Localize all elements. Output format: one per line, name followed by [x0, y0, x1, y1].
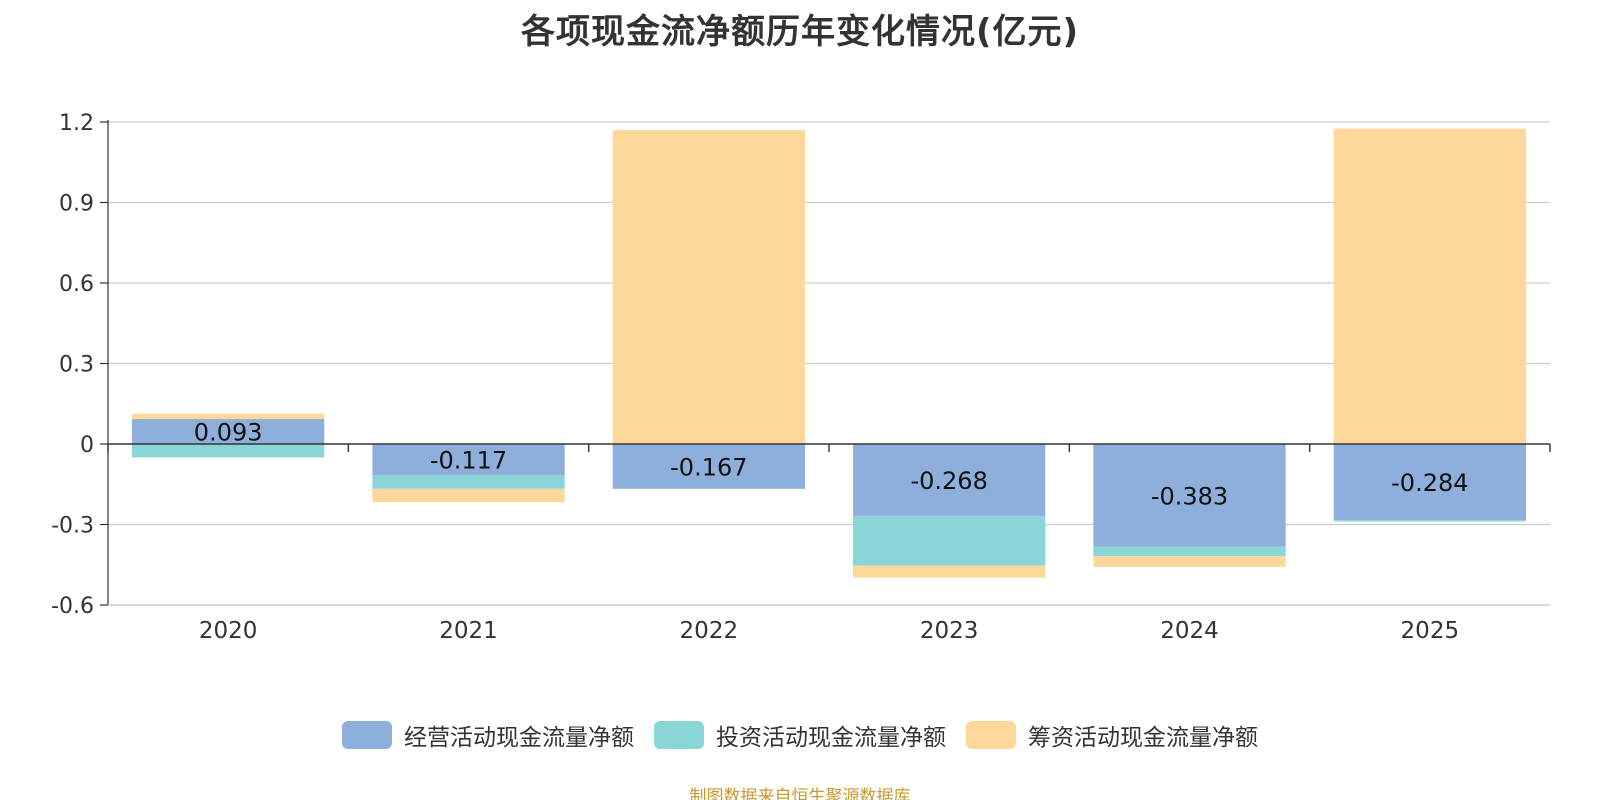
source-note: 制图数据来自恒生聚源数据库: [689, 787, 911, 800]
data-label: -0.284: [1391, 469, 1468, 497]
x-tick-label: 2022: [680, 618, 739, 644]
chart-legend: 经营活动现金流量净额 投资活动现金流量净额 筹资活动现金流量净额: [0, 718, 1600, 752]
bar-series-1[interactable]: [612, 444, 805, 489]
bar-series-2[interactable]: [372, 475, 565, 489]
chart-canvas: -0.6 -0.3 0 0.3 0.6 0.9 1.2 0.093 -0.117 -0.167 -0…: [51, 111, 1551, 644]
y-tick-label: -0.6: [51, 594, 94, 619]
x-tick-label: 2021: [439, 618, 498, 644]
legend-item-series-3[interactable]: 筹资活动现金流量净额: [966, 718, 1258, 752]
data-label: -0.167: [670, 453, 747, 481]
bar-series-3[interactable]: [1093, 556, 1286, 567]
y-tick-label: 0.6: [59, 272, 94, 297]
legend-label: 投资活动现金流量净额: [716, 725, 946, 751]
legend-label: 经营活动现金流量净额: [404, 725, 634, 751]
chart-title: 各项现金流净额历年变化情况(亿元): [520, 12, 1080, 52]
bar-series-2[interactable]: [1333, 520, 1526, 522]
y-tick-label: 1.2: [59, 111, 94, 136]
bar-series-1[interactable]: [853, 444, 1046, 516]
bar-series-3[interactable]: [132, 413, 325, 420]
bar-series-3[interactable]: [1333, 128, 1526, 445]
legend-swatch: [966, 721, 1016, 749]
data-label: -0.117: [430, 447, 507, 475]
y-tick-label: 0.3: [59, 353, 94, 378]
legend-label: 筹资活动现金流量净额: [1028, 725, 1258, 751]
legend-item-series-1[interactable]: 经营活动现金流量净额: [342, 718, 634, 752]
bar-series-1[interactable]: [372, 444, 565, 476]
bar-series-2[interactable]: [132, 444, 325, 458]
data-label: 0.093: [194, 419, 263, 447]
bar-series-1[interactable]: [1333, 444, 1526, 521]
y-tick-label: 0.9: [59, 192, 94, 217]
bar-series-2[interactable]: [853, 515, 1046, 566]
x-tick-label: 2024: [1160, 618, 1219, 644]
y-tick-label: 0: [80, 433, 94, 458]
legend-swatch: [654, 721, 704, 749]
data-label: -0.268: [910, 467, 987, 495]
bar-series-3[interactable]: [853, 565, 1046, 578]
x-tick-label: 2023: [920, 618, 979, 644]
legend-item-series-2[interactable]: 投资活动现金流量净额: [654, 718, 946, 752]
x-tick-label: 2025: [1401, 618, 1460, 644]
bar-series-3[interactable]: [372, 488, 565, 503]
bar-series-2[interactable]: [1093, 546, 1286, 557]
legend-swatch: [342, 721, 392, 749]
bar-series-3[interactable]: [612, 130, 805, 445]
bar-series-1[interactable]: [132, 419, 325, 444]
data-label: -0.383: [1151, 482, 1228, 510]
x-tick-label: 2020: [199, 618, 258, 644]
bar-series-1[interactable]: [1093, 444, 1286, 547]
y-tick-label: -0.3: [51, 514, 94, 539]
